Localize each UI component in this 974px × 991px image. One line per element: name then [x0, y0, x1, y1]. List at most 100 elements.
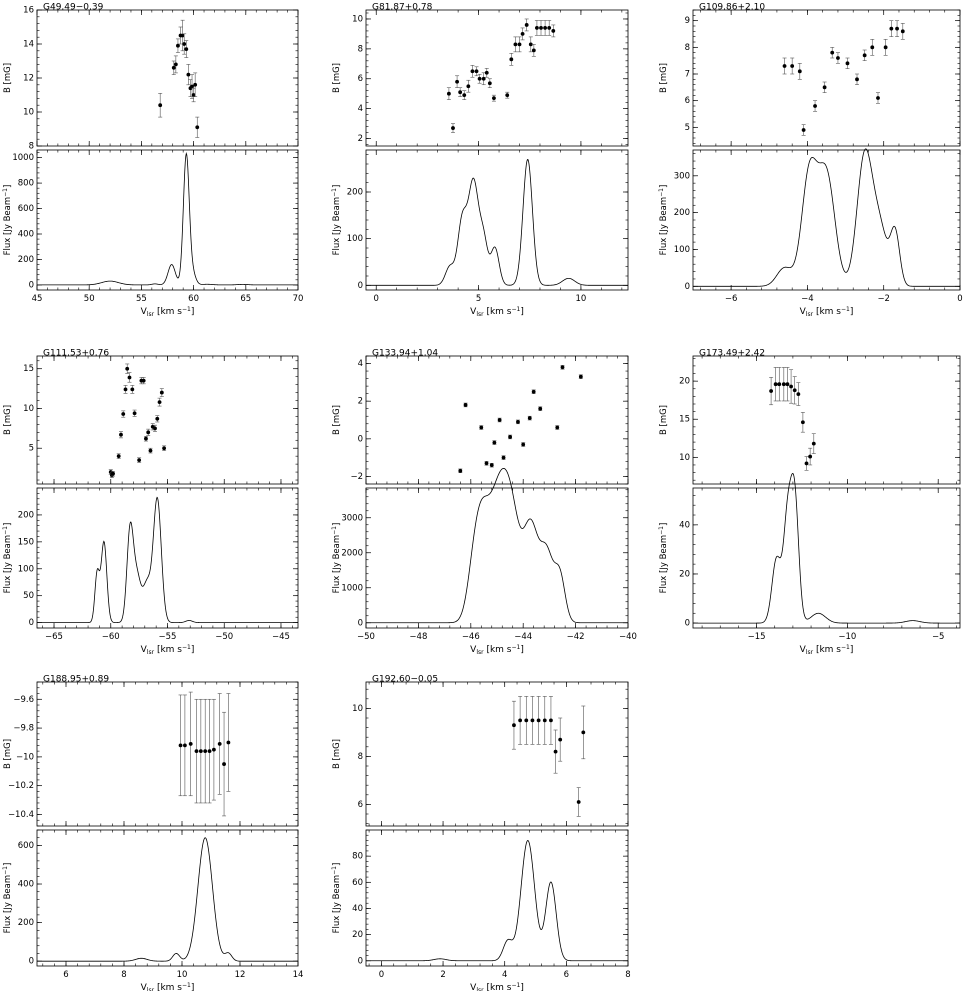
y-tick-label: 8: [358, 44, 363, 54]
zeeman-point: [470, 69, 475, 74]
xlabel: Vlsr [km s−1]: [141, 306, 195, 318]
zeeman-point: [549, 718, 553, 723]
x-tick-label: −40: [619, 632, 637, 642]
ylabel-bottom: Flux [Jy Beam−1]: [331, 863, 342, 934]
y-tick-label: 0: [29, 957, 34, 967]
zeeman-point: [226, 740, 231, 745]
xlabel: Vlsr [km s−1]: [800, 644, 854, 656]
x-tick-label: 70: [293, 294, 304, 304]
y-tick-label: 10: [679, 453, 690, 463]
y-tick-label: 4: [358, 359, 363, 369]
y-tick-label: −10.2: [8, 781, 34, 791]
zeeman-frame: [365, 9, 629, 147]
x-tick-label: 4: [502, 970, 507, 980]
panel-title: G49.49−0.39: [43, 3, 104, 13]
x-tick-label: −42: [567, 632, 585, 642]
ylabel-bottom: Flux [Jy Beam−1]: [658, 185, 669, 256]
y-tick-label: 15: [23, 364, 34, 374]
y-tick-label: 3000: [341, 513, 363, 523]
x-tick-label: −44: [514, 632, 532, 642]
zeeman-point: [518, 718, 523, 723]
zeeman-point: [155, 416, 160, 421]
y-tick-label: 300: [674, 171, 690, 181]
zeeman-point: [900, 29, 905, 34]
y-tick-label: 8: [29, 142, 34, 152]
zeeman-point: [578, 374, 583, 379]
spectrum-line: [37, 837, 298, 962]
x-tick-label: −50: [357, 632, 375, 642]
zeeman-point: [513, 42, 518, 47]
y-tick-label: 8: [685, 43, 690, 53]
zeeman-point: [789, 384, 793, 389]
zeeman-point: [796, 392, 801, 396]
ylabel-bottom: Flux [Jy Beam−1]: [331, 185, 342, 256]
x-tick-label: 60: [188, 294, 199, 304]
x-tick-label: −15: [748, 632, 766, 642]
zeeman-point: [870, 45, 875, 50]
y-tick-label: 0: [29, 618, 34, 628]
ylabel-bottom: Flux [Jy Beam−1]: [2, 185, 13, 256]
zeeman-point: [797, 69, 802, 74]
zeeman-point: [531, 48, 536, 53]
y-tick-label: 200: [18, 510, 34, 520]
zeeman-point: [180, 33, 185, 38]
y-tick-label: 1000: [341, 583, 363, 593]
x-tick-label: −46: [462, 632, 480, 642]
zeeman-point: [477, 76, 482, 81]
x-tick-label: −50: [215, 632, 233, 642]
zeeman-point: [203, 749, 208, 754]
xlabel: Vlsr [km s−1]: [141, 982, 195, 991]
y-tick-label: 200: [347, 188, 363, 198]
y-tick-label: 9: [685, 16, 690, 26]
zeeman-point: [524, 23, 529, 27]
zeeman-point: [119, 432, 123, 437]
spectrum-frame: [365, 149, 629, 291]
panel-title: G111.53+0.76: [43, 349, 109, 359]
zeeman-point: [528, 42, 533, 47]
spectrum-line: [366, 468, 628, 624]
ylabel-top: B [mG]: [332, 63, 342, 93]
zeeman-frame: [365, 355, 629, 485]
zeeman-point: [184, 47, 189, 51]
zeeman-point: [130, 387, 135, 392]
zeeman-point: [836, 56, 840, 60]
zeeman-point: [127, 375, 132, 380]
y-tick-label: 600: [18, 204, 34, 214]
zeeman-frame: [36, 355, 299, 485]
zeeman-point: [811, 441, 816, 446]
zeeman-point: [822, 85, 827, 90]
zeeman-point: [487, 81, 492, 86]
zeeman-point: [132, 411, 137, 416]
zeeman-point: [207, 749, 212, 754]
zeeman-point: [509, 57, 514, 62]
y-tick-label: 10: [23, 108, 34, 118]
zeeman-point: [555, 425, 560, 430]
x-tick-label: 2: [440, 970, 445, 980]
y-tick-label: 60: [352, 878, 363, 888]
panel-3: G109.86+2.10 −6 −4 −2 0 5 6 7 8 9 0 100 200 300 B [mG]…: [658, 3, 963, 319]
y-tick-label: 14: [23, 40, 34, 50]
zeeman-point: [576, 800, 581, 804]
spectrum-line: [37, 152, 298, 286]
zeeman-point: [158, 103, 163, 108]
y-tick-label: 2: [358, 134, 363, 144]
zeeman-point: [876, 96, 880, 100]
zeeman-frame: [36, 681, 299, 827]
ylabel-bottom: Flux [Jy Beam−1]: [2, 523, 13, 594]
x-tick-label: 10: [177, 970, 188, 980]
y-tick-label: 5: [29, 444, 34, 454]
zeeman-point: [111, 471, 115, 476]
zeeman-point: [212, 747, 216, 752]
x-tick-label: −60: [102, 632, 120, 642]
zeeman-frame: [692, 9, 961, 147]
zeeman-point: [524, 718, 529, 723]
ylabel-top: B [mG]: [332, 739, 342, 769]
x-tick-label: −2: [877, 294, 890, 304]
y-tick-label: 5: [685, 123, 690, 133]
y-tick-label: 10: [23, 404, 34, 414]
xlabel: Vlsr [km s−1]: [141, 644, 195, 656]
ylabel-top: B [mG]: [659, 405, 669, 435]
x-tick-label: 14: [293, 970, 304, 980]
